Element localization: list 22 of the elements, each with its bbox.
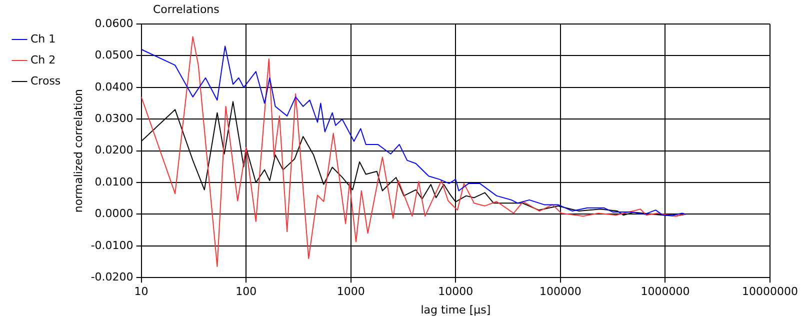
y-axis-title: normalized correlation [72, 88, 86, 213]
x-axis-title: lag time [µs] [420, 303, 491, 316]
legend-label: Ch 1 [30, 32, 56, 46]
x-tick-label: 10 [134, 285, 148, 298]
x-tick-label: 1000 [336, 285, 365, 298]
y-tick-label: 0.0600 [94, 16, 134, 30]
y-tick-label: -0.0100 [90, 238, 134, 252]
chart-title: Correlations [153, 3, 220, 16]
y-tick-label: -0.0200 [90, 270, 134, 284]
y-tick-label: 0.0400 [94, 80, 134, 94]
y-tick-label: 0.0000 [94, 207, 134, 220]
legend-label: Cross [30, 74, 61, 88]
y-tick-label: 0.0300 [94, 112, 134, 125]
x-tick-label: 10000000 [742, 285, 798, 298]
x-tick-label: 1000000 [640, 285, 690, 298]
legend-label: Ch 2 [30, 53, 56, 66]
y-tick-label: 0.0100 [94, 175, 134, 188]
x-tick-label: 100 [236, 285, 257, 298]
x-tick-label: 10000 [438, 285, 474, 298]
y-tick-label: 0.0500 [94, 48, 134, 62]
x-tick-label: 100000 [539, 285, 582, 298]
y-tick-label: 0.0200 [94, 144, 134, 157]
